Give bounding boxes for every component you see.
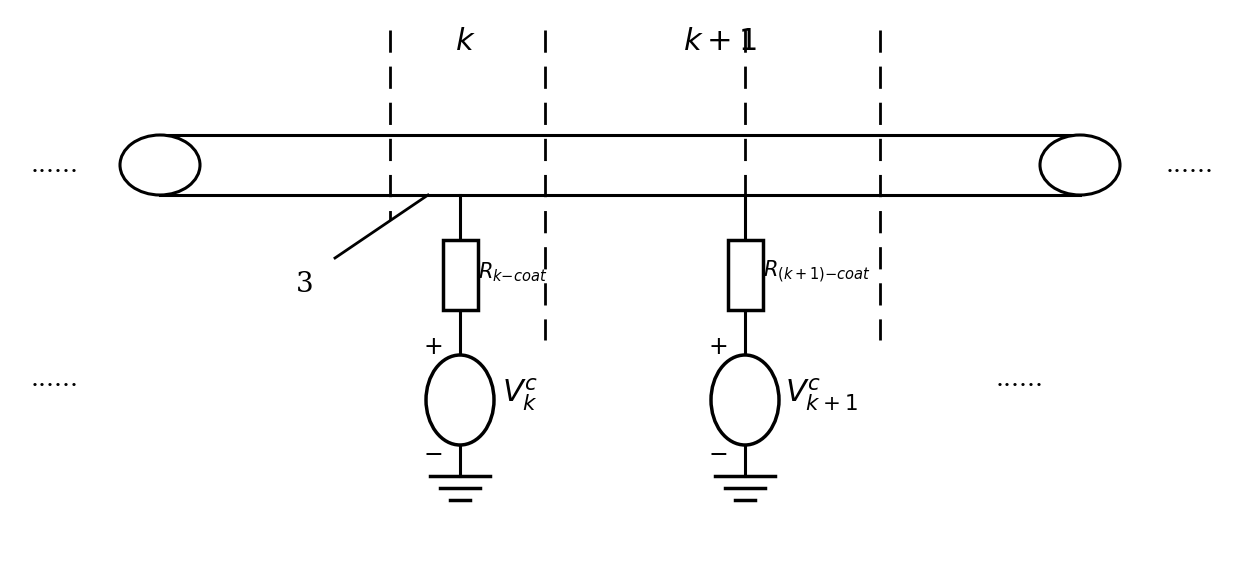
Text: $V^{c}_{k}$: $V^{c}_{k}$ xyxy=(502,377,538,413)
Bar xyxy=(160,135,1080,195)
Ellipse shape xyxy=(711,355,779,445)
Text: +: + xyxy=(708,335,728,359)
Text: ......: ...... xyxy=(31,368,79,391)
Ellipse shape xyxy=(1040,135,1120,195)
Bar xyxy=(443,240,477,310)
Text: −: − xyxy=(423,443,443,467)
Text: $V^{c}_{k+1}$: $V^{c}_{k+1}$ xyxy=(785,377,858,413)
Text: −: − xyxy=(708,443,728,467)
Bar xyxy=(728,240,763,310)
Text: $k$: $k$ xyxy=(455,26,475,58)
Text: $R_{k\mathrm{-}coat}$: $R_{k\mathrm{-}coat}$ xyxy=(477,260,547,284)
Ellipse shape xyxy=(120,135,200,195)
Text: ......: ...... xyxy=(31,153,79,177)
Text: $k+1$: $k+1$ xyxy=(683,26,756,58)
Text: ......: ...... xyxy=(1166,153,1214,177)
Ellipse shape xyxy=(427,355,494,445)
Text: $R_{(k+1)\mathrm{-}coat}$: $R_{(k+1)\mathrm{-}coat}$ xyxy=(763,259,870,285)
Text: ......: ...... xyxy=(996,368,1044,391)
Text: 3: 3 xyxy=(296,272,314,299)
Text: +: + xyxy=(423,335,443,359)
